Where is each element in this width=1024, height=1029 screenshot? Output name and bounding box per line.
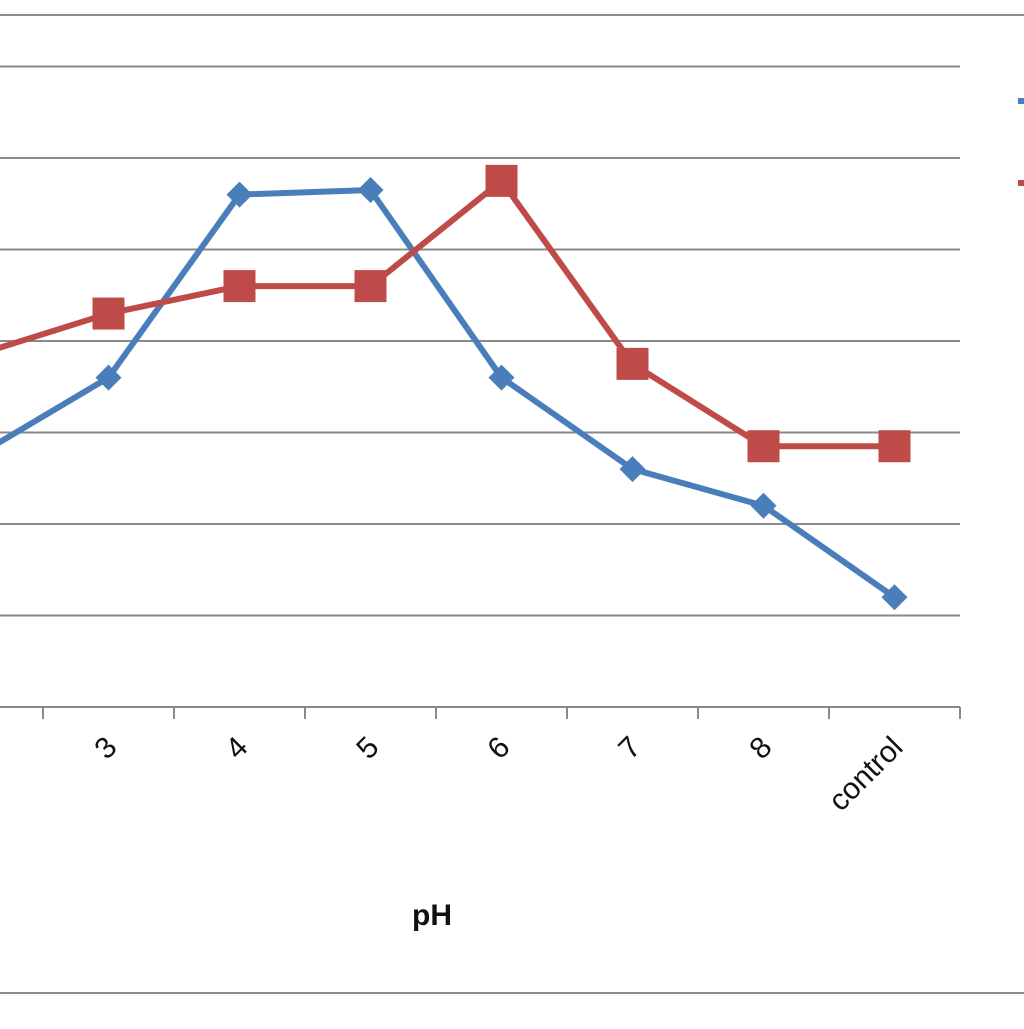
x-tick-label: 6 <box>481 731 516 766</box>
data-point <box>92 297 125 330</box>
x-axis-title: pH <box>412 899 452 932</box>
data-point <box>354 270 387 303</box>
series-line <box>0 177 895 450</box>
data-point <box>616 347 649 380</box>
x-tick-label: 4 <box>219 731 254 766</box>
data-point <box>619 456 646 483</box>
data-point <box>223 270 256 303</box>
series-line <box>0 187 897 600</box>
x-tick-label: 8 <box>743 731 778 766</box>
series-1 <box>0 177 908 611</box>
series-2 <box>0 164 911 463</box>
data-point <box>878 430 911 463</box>
x-tick-label: 5 <box>350 731 385 766</box>
data-point <box>357 177 384 204</box>
legend <box>1018 98 1024 186</box>
chart-border-top <box>0 0 1024 16</box>
data-point <box>95 364 122 391</box>
data-point <box>488 364 515 391</box>
data-point <box>881 584 908 611</box>
series-layer <box>0 164 911 611</box>
x-axis: 3 4 5 6 7 8 control <box>0 706 961 818</box>
data-point <box>750 492 777 519</box>
data-point <box>485 164 518 197</box>
data-point <box>226 181 253 208</box>
x-tick-label: control <box>822 731 909 818</box>
data-point <box>747 430 780 463</box>
gridlines <box>0 65 960 617</box>
x-tick-label: 7 <box>612 731 647 766</box>
x-tick-label: 3 <box>88 731 123 766</box>
